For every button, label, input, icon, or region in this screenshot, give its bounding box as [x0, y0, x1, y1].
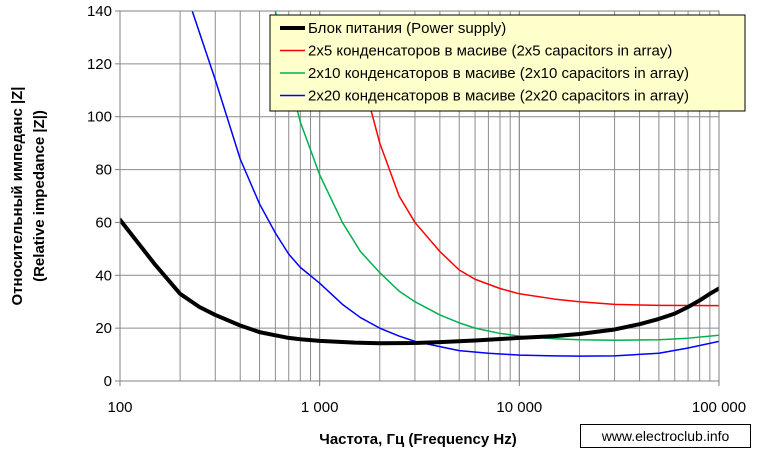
y-tick-label: 120 — [87, 56, 112, 73]
y-tick-label: 40 — [95, 267, 112, 284]
series-line-2 — [354, 15, 719, 307]
y-tick-label: 140 — [87, 3, 112, 20]
x-axis-title: Частота, Гц (Frequency Hz) — [319, 431, 516, 448]
series-line-1 — [120, 217, 719, 346]
legend-label-2: 2x5 конденсаторов в масиве (2x5 capacito… — [308, 43, 672, 60]
x-tick-label: 100 — [107, 399, 132, 416]
legend-box — [269, 14, 746, 112]
y-tick-label: 100 — [87, 109, 112, 126]
y-tick-label: 60 — [95, 214, 112, 231]
x-tick-label: 10 000 — [496, 399, 542, 416]
x-axis-ticks: 100 1 000 10 000 100 000 — [107, 381, 746, 416]
y-tick-label: 80 — [95, 162, 112, 179]
y-tick-label: 20 — [95, 320, 112, 337]
plot-border — [119, 10, 720, 382]
legend-label-4: 2x20 конденсаторов в масиве (2x20 capaci… — [308, 88, 689, 105]
series-line-4 — [191, 11, 719, 357]
legend-label-3: 2x10 конденсаторов в масиве (2x10 capaci… — [308, 65, 689, 82]
legend-label-1: Блок питания (Power supply) — [308, 20, 506, 37]
y-tick-label: 0 — [104, 373, 112, 390]
y-axis-title-line-1: Относительный импеданс |Z| — [9, 86, 26, 305]
x-tick-label: 1 000 — [301, 399, 339, 416]
watermark-url: www.electroclub.info — [580, 424, 751, 448]
x-tick-label: 100 000 — [692, 399, 746, 416]
y-axis-title-line-2: (Relative impedance |Z|) — [31, 110, 48, 282]
legend: Блок питания (Power supply) 2x5 конденсат… — [269, 14, 746, 112]
series-lines — [120, 11, 719, 357]
series-line-3 — [274, 11, 719, 342]
y-axis-ticks: 0 20 40 60 80 100 120 140 — [87, 3, 120, 390]
